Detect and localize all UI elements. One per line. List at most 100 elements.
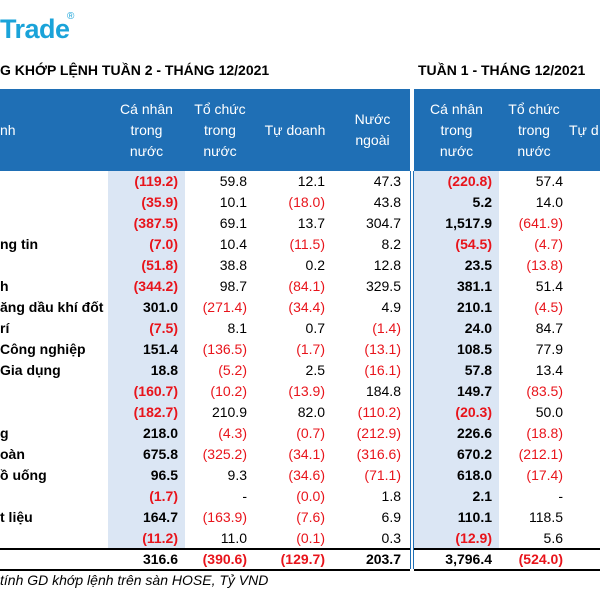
table-cell: (220.8) [447,173,492,189]
header-institution-domestic-w1: Tổ chức trong nước [508,100,560,159]
table-cell: (4.3) [218,425,247,441]
table-cell: 4.9 [381,299,401,315]
total-cell: (129.7) [280,551,325,567]
header-proprietary-w1: Tự d [569,121,599,138]
table-row: oàn 675.8 (325.2) (34.1) (316.6) 670.2 (212.1) [0,444,600,465]
table-cell: 38.8 [219,257,247,273]
bottom-rule-week2 [0,569,410,571]
table-cell: 12.8 [373,257,401,273]
table-cell: 675.8 [142,446,178,462]
table-cell: (136.5) [202,341,247,357]
table-cell: 0.2 [305,257,325,273]
table-cell: 96.5 [150,467,178,483]
table-cell: (1.7) [296,341,325,357]
table-cell: 23.5 [464,257,492,273]
table-cell: 210.1 [456,299,492,315]
table-cell: - [242,488,247,504]
table-cell: 59.8 [219,173,247,189]
table-cell: 1.8 [381,488,401,504]
table-cell: (34.4) [288,299,325,315]
table-cell: (4.7) [534,236,563,252]
table-cell: 5.2 [472,194,492,210]
total-cell: 316.6 [142,551,178,567]
table-cell: (387.5) [133,215,178,231]
total-cell: 203.7 [365,551,401,567]
table-cell: 618.0 [456,467,492,483]
sector-name: Công nghiệp [0,341,86,357]
table-row: (35.9) 10.1 (18.0) 43.8 5.2 14.0 [0,192,600,213]
header-individual-domestic: Cá nhân trong nước [120,100,173,159]
table-cell: 69.1 [219,215,247,231]
table-cell: 2.1 [472,488,492,504]
table-row: ng tin (7.0) 10.4 (11.5) 8.2 (54.5) (4.7) [0,234,600,255]
header-week1: Cá nhân trong nước Tổ chức trong nước Tự… [414,89,600,171]
table-cell: (13.1) [364,341,401,357]
table-cell: 51.4 [535,278,563,294]
table-cell: (13.8) [526,257,563,273]
table-cell: 18.8 [150,362,178,378]
sector-name: ăng dầu khí đốt [0,299,104,315]
table-row: (182.7) 210.9 82.0 (110.2) (20.3) 50.0 [0,402,600,423]
sector-name: h [0,278,9,294]
header-sector: nh [0,121,16,138]
table-cell: (1.4) [372,320,401,336]
table-row: ồ uống 96.5 9.3 (34.6) (71.1) 618.0 (17.4) [0,465,600,486]
table-cell: (71.1) [364,467,401,483]
total-cell: (524.0) [518,551,563,567]
sector-name: oàn [0,446,25,462]
table-cell: 164.7 [142,509,178,525]
table-cell: (7.0) [149,236,178,252]
sector-name [0,192,108,213]
table-row: ăng dầu khí đốt 301.0 (271.4) (34.4) 4.9 210.… [0,297,600,318]
table-cell: (7.6) [296,509,325,525]
total-cell: (390.6) [202,551,247,567]
table-row: (1.7) - (0.0) 1.8 2.1 - [0,486,600,507]
table-cell: 47.3 [373,173,401,189]
table-cell: 10.4 [219,236,247,252]
table-cell: (1.7) [149,488,178,504]
table-cell: 82.0 [297,404,325,420]
table-cell: (83.5) [526,383,563,399]
header-week2: nh Cá nhân trong nước Tổ chức trong nước… [0,89,410,171]
table-cell: (163.9) [202,509,247,525]
table-cell: (0.1) [296,530,325,546]
sector-name [0,402,108,423]
table-cell: 0.3 [381,530,401,546]
table-row: Công nghiệp 151.4 (136.5) (1.7) (13.1) 108.5 7… [0,339,600,360]
table-cell: 12.1 [297,173,325,189]
table-cell: (54.5) [455,236,492,252]
table-cell: (20.3) [455,404,492,420]
table-cell: (212.1) [518,446,563,462]
total-cell: 3,796.4 [445,551,492,567]
table-cell: (16.1) [364,362,401,378]
table-row: t liệu 164.7 (163.9) (7.6) 6.9 110.1 118.5 [0,507,600,528]
table-cell: (0.0) [296,488,325,504]
table-cell: (34.6) [288,467,325,483]
total-separator-week1 [414,548,600,550]
sector-name [0,213,108,234]
table-cell: 13.4 [535,362,563,378]
table-cell: 14.0 [535,194,563,210]
total-row: 316.6 (390.6) (129.7) 203.7 3,796.4 (524… [0,549,600,570]
table-cell: 226.6 [456,425,492,441]
table-cell: 5.6 [543,530,563,546]
table-cell: 304.7 [365,215,401,231]
divider-left [410,171,411,569]
sector-name [0,486,108,507]
table-cell: (7.5) [149,320,178,336]
table-cell: (10.2) [210,383,247,399]
table-cell: 1,517.9 [445,215,492,231]
table-cell: 149.7 [456,383,492,399]
highlight-column-week2 [108,171,185,549]
table-cell: (5.2) [218,362,247,378]
table-cell: 108.5 [456,341,492,357]
table-cell: 77.9 [535,341,563,357]
registered-mark: ® [67,11,75,22]
bottom-rule-week1 [414,569,600,571]
header-individual-domestic-w1: Cá nhân trong nước [430,100,483,159]
table-cell: (271.4) [202,299,247,315]
table-row: (160.7) (10.2) (13.9) 184.8 149.7 (83.5) [0,381,600,402]
sector-name [0,381,108,402]
table-cell: 6.9 [381,509,401,525]
table-cell: - [558,488,563,504]
